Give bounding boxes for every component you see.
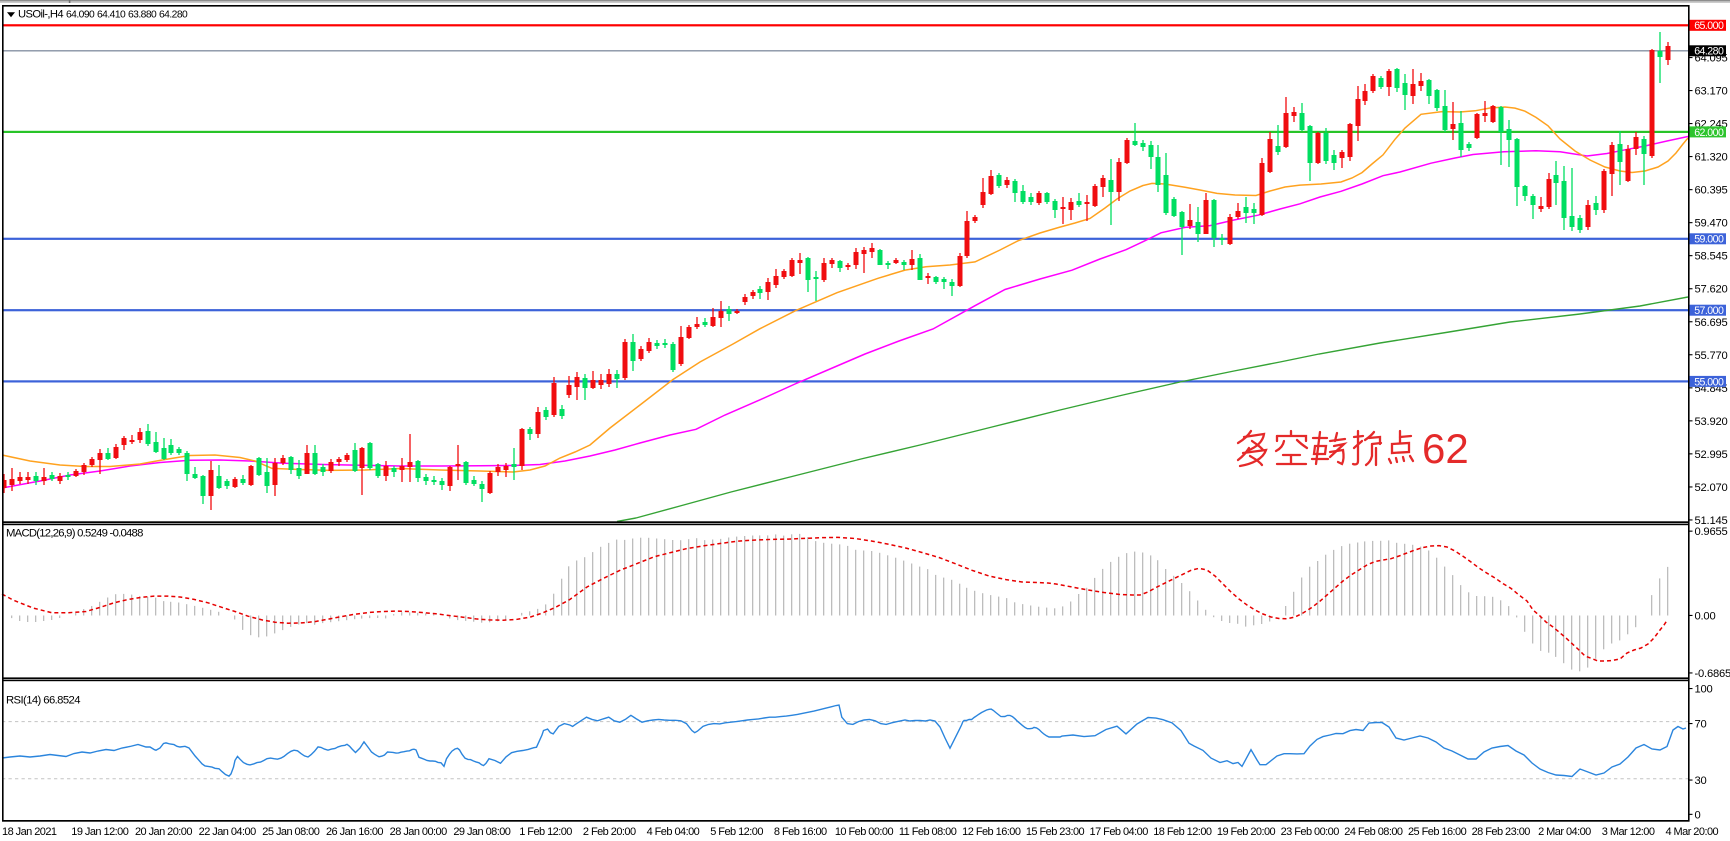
- svg-text:60.395: 60.395: [1695, 185, 1728, 197]
- svg-text:0.9655: 0.9655: [1695, 526, 1728, 538]
- svg-text:1 Feb 12:00: 1 Feb 12:00: [519, 826, 572, 838]
- svg-text:55.000: 55.000: [1694, 376, 1724, 388]
- svg-text:59.000: 59.000: [1694, 234, 1724, 246]
- svg-text:0.00: 0.00: [1695, 610, 1716, 622]
- svg-text:2 Feb 20:00: 2 Feb 20:00: [583, 826, 636, 838]
- svg-text:63.170: 63.170: [1695, 86, 1728, 98]
- svg-text:0: 0: [1695, 809, 1701, 821]
- svg-text:25 Feb 16:00: 25 Feb 16:00: [1408, 826, 1467, 838]
- svg-text:17 Feb 04:00: 17 Feb 04:00: [1090, 826, 1149, 838]
- svg-text:58.545: 58.545: [1695, 251, 1728, 263]
- svg-text:100: 100: [1695, 684, 1713, 696]
- svg-text:24 Feb 08:00: 24 Feb 08:00: [1344, 826, 1403, 838]
- svg-text:56.695: 56.695: [1695, 317, 1728, 329]
- svg-text:8 Feb 16:00: 8 Feb 16:00: [774, 826, 827, 838]
- svg-text:63.880: 63.880: [128, 9, 157, 20]
- svg-text:2 Mar 04:00: 2 Mar 04:00: [1538, 826, 1591, 838]
- svg-text:52.070: 52.070: [1695, 482, 1728, 494]
- svg-text:57.000: 57.000: [1694, 305, 1724, 317]
- svg-text:19 Jan 12:00: 19 Jan 12:00: [71, 826, 128, 838]
- svg-text:52.995: 52.995: [1695, 449, 1728, 461]
- svg-text:65.000: 65.000: [1694, 20, 1724, 32]
- svg-text:64.280: 64.280: [159, 9, 188, 20]
- svg-text:19 Feb 20:00: 19 Feb 20:00: [1217, 826, 1276, 838]
- svg-text:64.280: 64.280: [1694, 46, 1724, 58]
- svg-text:20 Jan 20:00: 20 Jan 20:00: [135, 826, 192, 838]
- svg-text:29 Jan 08:00: 29 Jan 08:00: [453, 826, 510, 838]
- svg-text:22 Jan 04:00: 22 Jan 04:00: [199, 826, 256, 838]
- svg-text:10 Feb 00:00: 10 Feb 00:00: [835, 826, 894, 838]
- svg-text:70: 70: [1695, 719, 1707, 731]
- svg-text:64.090: 64.090: [66, 9, 95, 20]
- svg-text:57.620: 57.620: [1695, 284, 1728, 296]
- svg-text:USOil-,H4: USOil-,H4: [18, 8, 63, 20]
- svg-text:59.470: 59.470: [1695, 218, 1728, 230]
- svg-text:55.770: 55.770: [1695, 350, 1728, 362]
- svg-text:18 Feb 12:00: 18 Feb 12:00: [1153, 826, 1212, 838]
- svg-text:11 Feb 08:00: 11 Feb 08:00: [899, 826, 957, 838]
- svg-text:23 Feb 00:00: 23 Feb 00:00: [1281, 826, 1340, 838]
- svg-text:5 Feb 12:00: 5 Feb 12:00: [710, 826, 763, 838]
- svg-text:15 Feb 23:00: 15 Feb 23:00: [1026, 826, 1085, 838]
- svg-text:4 Mar 20:00: 4 Mar 20:00: [1665, 826, 1718, 838]
- svg-text:26 Jan 16:00: 26 Jan 16:00: [326, 826, 383, 838]
- svg-text:51.145: 51.145: [1695, 515, 1728, 527]
- svg-text:28 Feb 23:00: 28 Feb 23:00: [1472, 826, 1531, 838]
- svg-text:4 Feb 04:00: 4 Feb 04:00: [647, 826, 700, 838]
- svg-text:RSI(14) 66.8524: RSI(14) 66.8524: [6, 695, 80, 707]
- svg-text:-0.6865: -0.6865: [1695, 668, 1730, 680]
- svg-text:MACD(12,26,9) 0.5249 -0.0488: MACD(12,26,9) 0.5249 -0.0488: [6, 528, 143, 540]
- svg-text:28 Jan 00:00: 28 Jan 00:00: [390, 826, 447, 838]
- svg-text:64.410: 64.410: [97, 9, 126, 20]
- svg-text:53.920: 53.920: [1695, 416, 1728, 428]
- svg-text:3 Mar 12:00: 3 Mar 12:00: [1602, 826, 1655, 838]
- svg-text:12 Feb 16:00: 12 Feb 16:00: [962, 826, 1021, 838]
- svg-text:62.000: 62.000: [1694, 127, 1724, 139]
- svg-text:25 Jan 08:00: 25 Jan 08:00: [262, 826, 319, 838]
- svg-text:18 Jan 2021: 18 Jan 2021: [2, 826, 57, 838]
- svg-text:30: 30: [1695, 775, 1707, 787]
- svg-text:62: 62: [1422, 425, 1469, 472]
- svg-text:61.320: 61.320: [1695, 152, 1728, 164]
